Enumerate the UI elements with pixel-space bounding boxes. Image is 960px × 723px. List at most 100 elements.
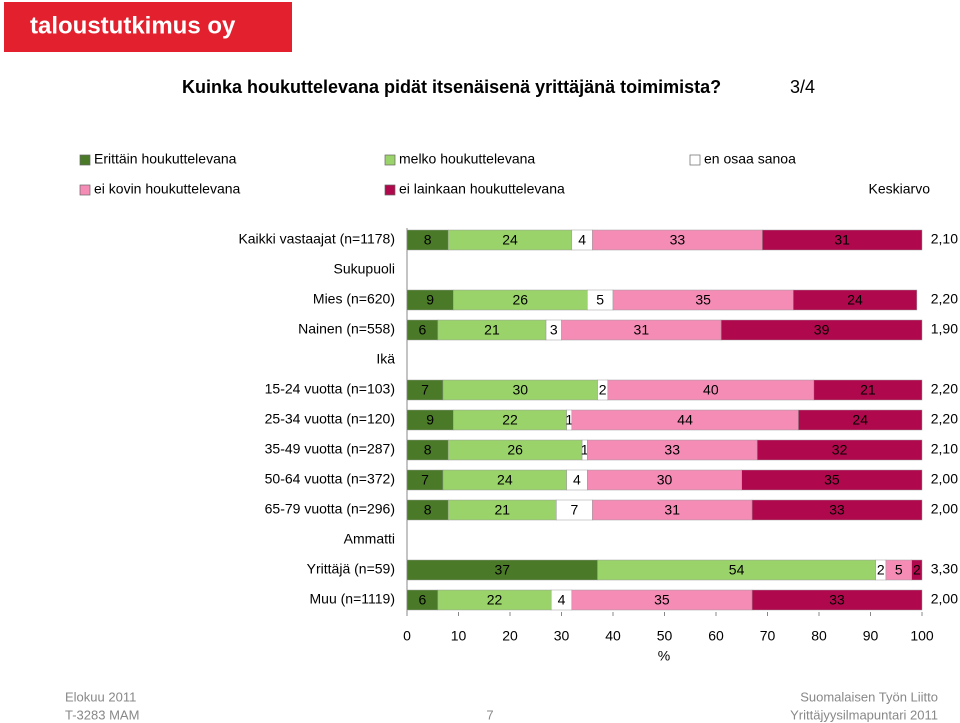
data-label: 6 [419,322,427,338]
data-label: 4 [573,472,581,488]
data-label: 9 [426,292,434,308]
bar-segment [813,379,923,401]
data-label: 2 [599,382,607,398]
data-label: 2 [877,562,885,578]
bar-segment [741,469,923,491]
y-tick-label: 50-64 vuotta (n=372) [265,471,395,487]
data-label: 33 [664,442,680,458]
x-tick-label: 10 [451,628,467,644]
data-label: 1 [565,412,573,428]
data-label: 31 [664,502,680,518]
bar-segment [756,439,923,461]
data-label: 8 [424,232,432,248]
data-label: 35 [695,292,711,308]
data-label: 31 [834,232,850,248]
x-tick-label: 40 [605,628,621,644]
y-tick-label: Muu (n=1119) [310,591,395,607]
y-tick-label: Sukupuoli [334,261,396,277]
x-tick-label: 80 [811,628,827,644]
data-label: 7 [570,502,578,518]
data-label: 21 [860,382,876,398]
x-tick-label: 20 [502,628,518,644]
legend-label: en osaa sanoa [704,151,796,167]
data-label: 24 [852,412,868,428]
logo-box [4,2,292,52]
data-label: 33 [829,502,845,518]
chart-title: Kuinka houkuttelevana pidät itsenäisenä … [182,77,721,97]
data-label: 54 [729,562,745,578]
legend-label: melko houkuttelevana [399,151,535,167]
bar-segment [751,499,923,521]
data-label: 21 [494,502,510,518]
data-label: 40 [703,382,719,398]
footer-right: Yrittäjyysilmapuntari 2011 [790,707,938,722]
y-tick-label: 15-24 vuotta (n=103) [265,381,395,397]
legend-label: ei kovin houkuttelevana [94,181,241,197]
x-tick-label: 0 [403,628,411,644]
data-label: 24 [847,292,863,308]
mean-label: 2,00 [931,591,958,607]
legend-label: ei lainkaan houkuttelevana [399,181,565,197]
bar-segment [762,229,923,251]
title-suffix: 3/4 [790,77,815,97]
data-label: 4 [578,232,586,248]
legend-swatch [384,154,396,166]
x-tick-label: 100 [910,628,934,644]
data-label: 39 [814,322,830,338]
bar-segment [720,319,923,341]
data-label: 24 [497,472,513,488]
legend-swatch [384,184,396,196]
data-label: 22 [487,592,503,608]
mean-label: 2,10 [931,231,958,247]
legend-label: Erittäin houkuttelevana [94,151,237,167]
y-tick-label: Ammatti [344,531,395,547]
data-label: 2 [913,562,921,578]
mean-label: 2,20 [931,381,958,397]
data-label: 9 [426,412,434,428]
data-label: 26 [507,442,523,458]
bar-segment [751,589,923,611]
data-label: 44 [677,412,693,428]
y-tick-label: Yrittäjä (n=59) [307,561,395,577]
data-label: 32 [832,442,848,458]
mean-label: 2,20 [931,291,958,307]
data-label: 8 [424,502,432,518]
legend-swatch [689,154,701,166]
mean-label: 2,10 [931,441,958,457]
mean-label: 1,90 [931,321,958,337]
x-tick-label: 90 [863,628,879,644]
data-label: 24 [502,232,518,248]
footer-left: T-3283 MAM [65,707,139,722]
y-tick-label: Kaikki vastaajat (n=1178) [238,231,395,247]
y-tick-label: 65-79 vuotta (n=296) [265,501,395,517]
y-tick-label: Ikä [376,351,395,367]
x-tick-label: 60 [708,628,724,644]
logo: taloustutkimus oy [30,12,236,39]
data-label: 35 [654,592,670,608]
data-label: 7 [421,382,429,398]
data-label: 1 [581,442,589,458]
mean-label: 3,30 [931,561,958,577]
data-label: 31 [634,322,650,338]
mean-label: 2,00 [931,501,958,517]
x-tick-label: 70 [760,628,776,644]
data-label: 7 [421,472,429,488]
data-label: 5 [596,292,604,308]
bar-segment [793,289,918,311]
data-label: 35 [824,472,840,488]
data-label: 8 [424,442,432,458]
data-label: 30 [657,472,673,488]
data-label: 33 [829,592,845,608]
mean-label: 2,20 [931,411,958,427]
mean-label: 2,00 [931,471,958,487]
data-label: 6 [419,592,427,608]
y-tick-label: 35-49 vuotta (n=287) [265,441,395,457]
data-label: 33 [670,232,686,248]
footer-left: Elokuu 2011 [65,689,136,704]
y-tick-label: Mies (n=620) [313,291,395,307]
data-label: 5 [895,562,903,578]
bar-segment [798,409,923,431]
data-label: 21 [484,322,500,338]
bar-segment [911,559,923,581]
